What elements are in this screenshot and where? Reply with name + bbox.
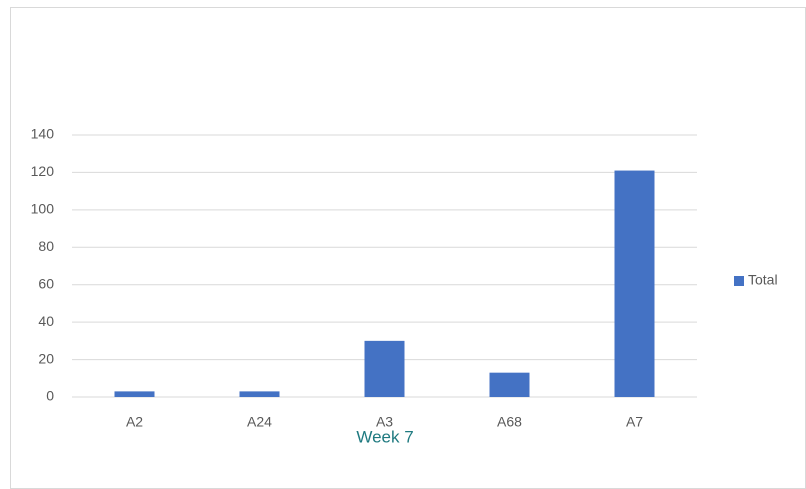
legend-label: Total bbox=[748, 272, 778, 288]
bar bbox=[114, 391, 155, 397]
bar bbox=[614, 170, 655, 397]
y-tick-label: 120 bbox=[31, 163, 55, 179]
x-tick-label: A2 bbox=[126, 414, 143, 430]
x-tick-label: A3 bbox=[376, 414, 393, 430]
bar bbox=[489, 372, 530, 397]
y-tick-label: 60 bbox=[38, 275, 54, 291]
bar bbox=[364, 340, 405, 397]
y-tick-label: 140 bbox=[31, 126, 55, 142]
x-tick-label: A7 bbox=[626, 414, 643, 430]
y-tick-label: 0 bbox=[46, 388, 54, 404]
bar bbox=[239, 391, 280, 397]
y-tick-label: 80 bbox=[38, 238, 54, 254]
y-tick-label: 40 bbox=[38, 313, 54, 329]
x-axis-label: Week 7 bbox=[356, 427, 413, 446]
y-tick-label: 100 bbox=[31, 201, 55, 217]
x-tick-label: A68 bbox=[497, 414, 522, 430]
y-tick-label: 20 bbox=[38, 350, 54, 366]
x-tick-label: A24 bbox=[247, 414, 272, 430]
chart-border bbox=[10, 7, 806, 489]
legend-swatch bbox=[734, 276, 744, 286]
